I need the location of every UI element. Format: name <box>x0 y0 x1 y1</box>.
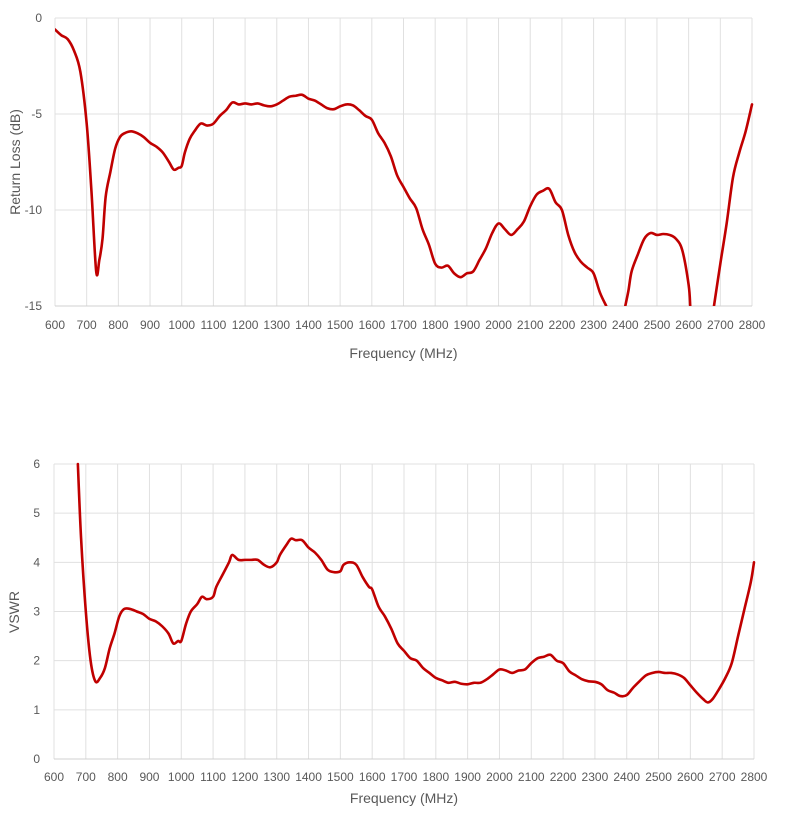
y-tick-label: 1 <box>33 703 40 717</box>
x-tick-label: 1400 <box>295 770 322 784</box>
x-tick-label: 1200 <box>232 318 259 332</box>
y-tick-label: 0 <box>35 11 42 25</box>
x-tick-label: 1000 <box>168 770 195 784</box>
x-tick-label: 2200 <box>549 318 576 332</box>
x-tick-label: 1600 <box>358 318 385 332</box>
x-tick-label: 2000 <box>486 770 513 784</box>
x-tick-label: 1700 <box>391 770 418 784</box>
x-tick-label: 1300 <box>263 770 290 784</box>
x-tick-label: 900 <box>139 770 159 784</box>
x-tick-label: 1500 <box>327 770 354 784</box>
x-tick-label: 800 <box>108 770 128 784</box>
x-tick-label: 700 <box>77 318 97 332</box>
x-tick-label: 2100 <box>518 770 545 784</box>
x-tick-label: 2800 <box>741 770 768 784</box>
x-tick-label: 2600 <box>677 770 704 784</box>
x-tick-label: 2400 <box>613 770 640 784</box>
x-tick-label: 1400 <box>295 318 322 332</box>
x-tick-label: 1800 <box>422 770 449 784</box>
x-tick-label: 800 <box>108 318 128 332</box>
x-tick-label: 2500 <box>644 318 671 332</box>
y-tick-label: -15 <box>25 299 43 313</box>
x-tick-label: 2400 <box>612 318 639 332</box>
y-tick-label: 2 <box>33 654 40 668</box>
x-tick-label: 1100 <box>200 770 226 784</box>
y-axis-title: Return Loss (dB) <box>7 109 23 215</box>
x-tick-label: 2700 <box>707 318 734 332</box>
chart-2: 600 700 800 900 1000 1100 1200 1300 1400 1500 1600… <box>6 457 768 806</box>
x-tick-label: 1200 <box>232 770 259 784</box>
x-tick-label: 1100 <box>201 318 227 332</box>
x-tick-label: 2100 <box>517 318 544 332</box>
x-tick-label: 2500 <box>645 770 672 784</box>
y-tick-label: 5 <box>33 506 40 520</box>
x-tick-label: 2700 <box>709 770 736 784</box>
y-tick-label: 0 <box>33 752 40 766</box>
x-tick-label: 700 <box>76 770 96 784</box>
return-loss-series-line <box>55 28 608 306</box>
y-tick-label: -5 <box>31 107 42 121</box>
x-tick-label: 2600 <box>675 318 702 332</box>
x-tick-label: 1700 <box>390 318 417 332</box>
x-tick-label: 1800 <box>422 318 449 332</box>
x-tick-label: 2300 <box>582 770 609 784</box>
y-axis-title: VSWR <box>6 591 22 633</box>
x-tick-label: 2800 <box>739 318 766 332</box>
chart-1: 600 700 800 900 1000 1100 1200 1300 1400 1500 1600… <box>7 11 766 361</box>
x-tick-label: 1000 <box>168 318 195 332</box>
x-tick-label: 1900 <box>454 318 481 332</box>
x-tick-label: 1500 <box>327 318 354 332</box>
return-loss-series-line <box>712 103 754 306</box>
x-axis-title: Frequency (MHz) <box>350 790 458 806</box>
y-tick-label: 3 <box>33 605 40 619</box>
x-tick-label: 2200 <box>550 770 577 784</box>
y-tick-label: -10 <box>25 203 43 217</box>
x-tick-label: 600 <box>44 770 64 784</box>
x-tick-label: 900 <box>140 318 160 332</box>
x-tick-label: 1300 <box>263 318 290 332</box>
y-tick-label: 4 <box>33 555 40 569</box>
x-tick-label: 1900 <box>454 770 481 784</box>
x-tick-label: 1600 <box>359 770 386 784</box>
x-axis-title: Frequency (MHz) <box>349 345 457 361</box>
x-tick-label: 2000 <box>485 318 512 332</box>
vswr-series-line <box>76 462 756 704</box>
x-tick-label: 600 <box>45 318 65 332</box>
y-tick-label: 6 <box>33 457 40 471</box>
x-tick-label: 2300 <box>580 318 607 332</box>
return-loss-series-line <box>623 231 692 306</box>
